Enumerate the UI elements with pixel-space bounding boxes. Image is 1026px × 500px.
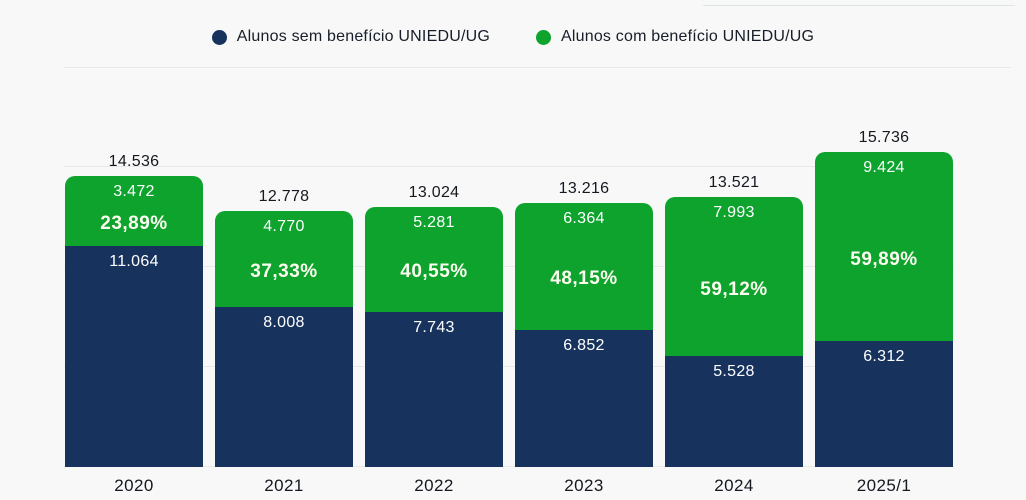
x-axis-label-2025/1: 2025/1: [856, 476, 912, 495]
gridline-0: [64, 466, 954, 467]
gridline-15000: [64, 166, 954, 167]
x-axis-label-2020: 2020: [114, 476, 154, 495]
bars-container: 14.536 3.472 23,89% 11.064 2020 12.778 4.770 37…: [65, 129, 953, 495]
segment-value-label: 3.472: [113, 183, 155, 201]
bar-2023[interactable]: 13.216 6.364 48,15% 6.852 2023: [515, 180, 653, 495]
total-label: 14.536: [108, 153, 160, 171]
percent-label: 48,15%: [550, 268, 618, 290]
legend-label-sem-beneficio: Alunos sem benefício UNIEDU/UG: [236, 28, 490, 45]
segment-value-label: 4.770: [263, 218, 305, 236]
legend-item-com-beneficio[interactable]: Alunos com benefício UNIEDU/UG: [536, 28, 814, 46]
segment-com-beneficio[interactable]: 7.993 59,12%: [665, 196, 803, 357]
x-axis-label-2024: 2024: [714, 476, 754, 495]
bar-2022[interactable]: 13.024 5.281 40,55% 7.743 2022: [365, 184, 503, 495]
bar-2021[interactable]: 12.778 4.770 37,33% 8.008 2021: [215, 188, 353, 495]
segment-sem-beneficio[interactable]: 8.008: [215, 306, 353, 467]
bar-2024[interactable]: 13.521 7.993 59,12% 5.528 2024: [665, 174, 803, 495]
segment-sem-beneficio[interactable]: 7.743: [365, 312, 503, 467]
segment-com-beneficio[interactable]: 6.364 48,15%: [515, 202, 653, 330]
bar-2020[interactable]: 14.536 3.472 23,89% 11.064 2020: [65, 153, 203, 495]
segment-com-beneficio[interactable]: 4.770 37,33%: [215, 211, 353, 307]
segment-value-label: 5.281: [413, 213, 455, 231]
gridline-10000: [64, 266, 954, 267]
segment-value-label: 6.852: [563, 336, 605, 354]
total-label: 15.736: [858, 129, 910, 147]
percent-label: 23,89%: [100, 213, 168, 235]
segment-value-label: 6.312: [863, 347, 905, 365]
top-hairline-divider: [703, 5, 1015, 6]
segment-value-label: 5.528: [713, 363, 755, 381]
percent-label: 40,55%: [400, 261, 468, 283]
bar-2025/1[interactable]: 15.736 9.424 59,89% 6.312 2025/1: [815, 129, 953, 495]
legend-dot-green-icon: [536, 29, 551, 45]
segment-value-label: 6.364: [563, 209, 605, 227]
total-label: 13.024: [408, 183, 460, 201]
segment-sem-beneficio[interactable]: 11.064: [65, 245, 203, 467]
segment-com-beneficio[interactable]: 5.281 40,55%: [365, 206, 503, 313]
percent-label: 59,12%: [700, 278, 768, 300]
legend-divider: [64, 67, 1011, 68]
segment-com-beneficio[interactable]: 9.424 59,89%: [815, 152, 953, 341]
segment-sem-beneficio[interactable]: 6.312: [815, 340, 953, 467]
percent-label: 37,33%: [250, 261, 318, 283]
segment-value-label: 7.743: [413, 319, 455, 337]
total-label: 12.778: [258, 188, 310, 206]
legend-dot-navy-icon: [211, 29, 227, 45]
x-axis-label-2023: 2023: [564, 476, 604, 495]
segment-value-label: 8.008: [263, 313, 305, 331]
chart-legend: Alunos sem benefício UNIEDU/UG Alunos co…: [0, 28, 1026, 46]
segment-value-label: 7.993: [713, 203, 755, 221]
segment-value-label: 11.064: [109, 252, 159, 270]
legend-label-com-beneficio: Alunos com benefício UNIEDU/UG: [561, 28, 815, 45]
segment-sem-beneficio[interactable]: 6.852: [515, 329, 653, 467]
total-label: 13.216: [558, 179, 610, 197]
segment-com-beneficio[interactable]: 3.472 23,89%: [65, 176, 203, 246]
legend-item-sem-beneficio[interactable]: Alunos sem benefício UNIEDU/UG: [211, 28, 490, 46]
x-axis-label-2021: 2021: [264, 476, 304, 495]
segment-sem-beneficio[interactable]: 5.528: [665, 356, 803, 467]
percent-label: 59,89%: [850, 248, 918, 270]
x-axis-label-2022: 2022: [414, 476, 454, 495]
segment-value-label: 9.424: [863, 159, 905, 177]
total-label: 13.521: [708, 173, 760, 191]
gridline-5000: [64, 366, 954, 367]
